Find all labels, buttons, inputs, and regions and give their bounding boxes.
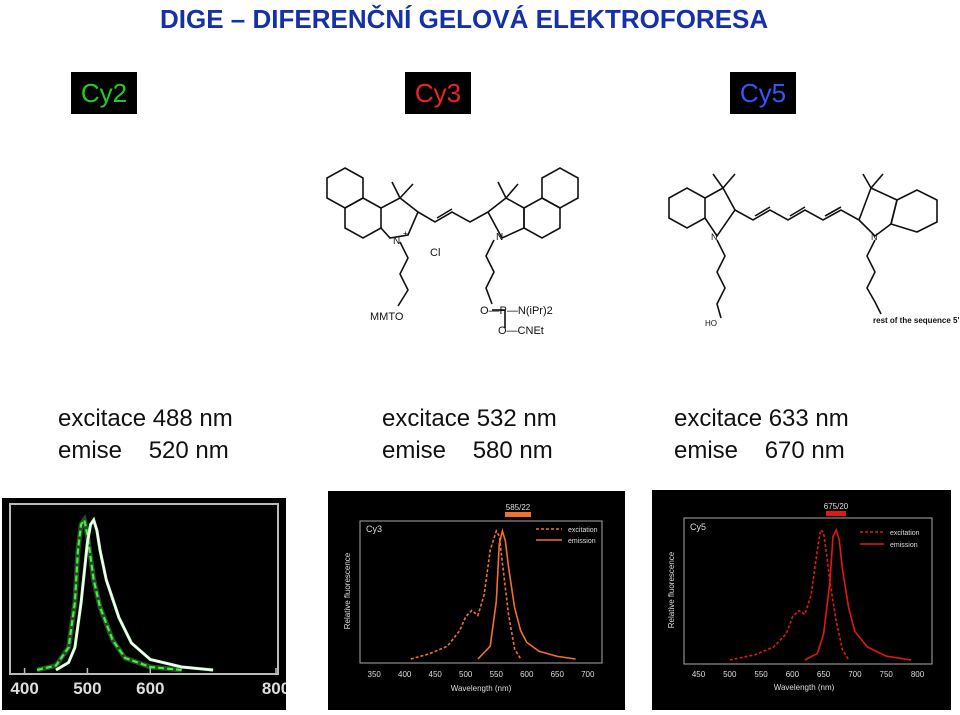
cy2-tick-800: 800 <box>262 679 286 698</box>
cy3-legend-emission: emission <box>568 538 596 545</box>
cy5-tick-500: 500 <box>723 670 737 679</box>
cy3-x-axis-label: Wavelength (nm) <box>451 684 512 693</box>
cy3-tick-350: 350 <box>368 670 382 679</box>
cy5-tick-600: 600 <box>786 670 800 679</box>
phosphoramidite-label: O—P—N(iPr)2 <box>480 305 553 317</box>
cy3-tick-500: 500 <box>459 670 473 679</box>
cy3-emission-line <box>477 527 576 660</box>
cy5-structure: N N HO rest of the sequence 5' <box>668 173 959 328</box>
cy5-emission: emise 670 nm <box>674 437 845 464</box>
cy3-tick-400: 400 <box>398 670 412 679</box>
cnet-label: O—CNEt <box>498 325 544 337</box>
cy2-series-2-core <box>55 518 214 671</box>
cy2-tick-600: 600 <box>136 679 164 698</box>
cy5-tick-650: 650 <box>817 670 831 679</box>
cy3-tick-700: 700 <box>581 670 595 679</box>
svg-text:N: N <box>871 232 878 242</box>
cy3-filter-bar <box>505 512 531 517</box>
cy5-emission-line <box>804 527 912 661</box>
cy5-chart-label: Cy5 <box>690 522 706 532</box>
cy5-legend-excitation: excitation <box>890 530 920 537</box>
cy2-excitation: excitace 488 nm <box>58 405 233 432</box>
cy5-spectrum-panel: Cy5 675/20 Relative fluorescence Wavelen… <box>652 490 951 710</box>
cy3-tick-550: 550 <box>490 670 504 679</box>
cy3-y-axis-label: Relative fluorescence <box>343 552 352 629</box>
cy5-legend-emission: emission <box>890 542 918 549</box>
cy5-x-axis-label: Wavelength (nm) <box>774 683 835 692</box>
page-title: DIGE – DIFERENČNÍ GELOVÁ ELEKTROFORESA <box>160 4 769 34</box>
cy5-excitation-line <box>729 528 850 661</box>
cy2-label: Cy2 <box>71 72 137 114</box>
cy5-filter-bar <box>826 511 846 516</box>
cy3-info: excitace 532 nm emise 580 nm <box>382 403 557 467</box>
cy3-structure: N + N Cl MMTO O—P—N(iPr)2 O—CNEt <box>326 167 579 337</box>
cy5-spectrum-chart: Cy5 675/20 Relative fluorescence Wavelen… <box>667 502 933 692</box>
cy3-spectrum-panel: Cy3 585/22 Relative fluorescence Wavelen… <box>328 491 625 710</box>
cy5-tick-700: 700 <box>848 670 862 679</box>
cy5-filter-label: 675/20 <box>824 502 849 511</box>
cy2-tick-400: 400 <box>10 679 38 698</box>
svg-text:N: N <box>496 232 503 243</box>
cy3-excitation-line <box>410 529 522 660</box>
cy5-info: excitace 633 nm emise 670 nm <box>674 403 849 467</box>
cy5-tick-800: 800 <box>911 670 925 679</box>
cy5-y-axis-label: Relative fluorescence <box>667 551 676 628</box>
cy3-tick-600: 600 <box>520 670 534 679</box>
cy3-legend-excitation: excitation <box>568 527 598 534</box>
cy2-info: excitace 488 nm emise 520 nm <box>58 403 233 467</box>
chloride-label: Cl <box>430 247 440 259</box>
cy3-emission: emise 580 nm <box>382 437 553 464</box>
cy3-tick-650: 650 <box>551 670 565 679</box>
cy3-tick-450: 450 <box>429 670 443 679</box>
cy5-label: Cy5 <box>730 72 796 114</box>
cy5-excitation: excitace 633 nm <box>674 405 849 432</box>
cy3-label: Cy3 <box>405 72 471 114</box>
svg-text:N: N <box>711 232 718 242</box>
cy2-spectrum-panel: 400 500 600 800 <box>2 498 290 710</box>
cy2-emission: emise 520 nm <box>58 437 229 464</box>
cy5-tick-750: 750 <box>880 670 894 679</box>
cy3-chart-label: Cy3 <box>366 524 382 534</box>
cy5-tick-550: 550 <box>754 670 768 679</box>
cy2-spectrum-chart: 400 500 600 800 <box>9 503 290 698</box>
cy3-filter-label: 585/22 <box>506 503 531 512</box>
rest-sequence-label: rest of the sequence 5' <box>873 316 959 325</box>
cy5-tick-450: 450 <box>692 670 706 679</box>
mmto-label: MMTO <box>370 311 404 323</box>
cy3-spectrum-chart: Cy3 585/22 Relative fluorescence Wavelen… <box>343 503 603 693</box>
svg-text:N: N <box>393 236 400 247</box>
cy2-tick-500: 500 <box>73 679 101 698</box>
ho-label: HO <box>705 319 717 328</box>
cy3-excitation: excitace 532 nm <box>382 405 557 432</box>
svg-text:+: + <box>403 229 408 238</box>
